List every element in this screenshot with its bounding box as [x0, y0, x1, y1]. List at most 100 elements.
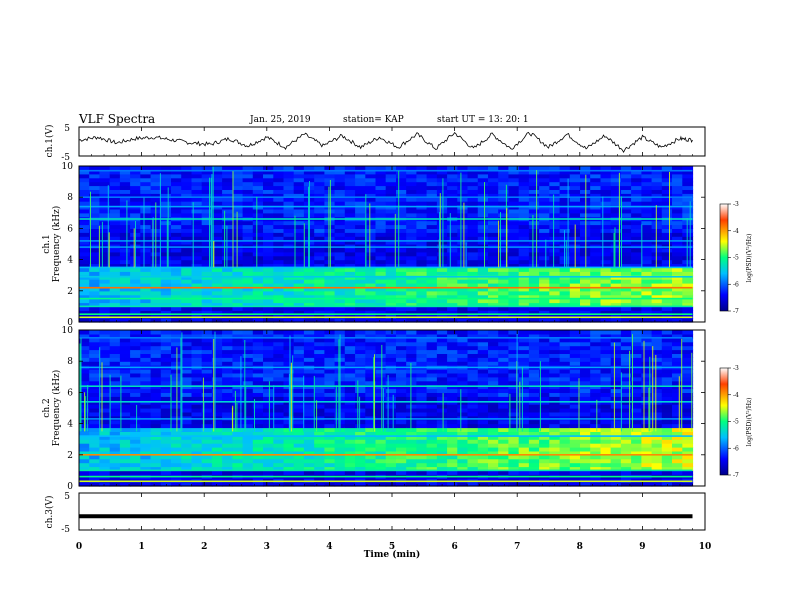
ch1-spectrogram-cell — [477, 185, 489, 190]
ch2-spectrogram-cell — [406, 330, 417, 335]
ch1-spectrogram-cell — [324, 244, 336, 249]
ch1-spectrogram-cell — [375, 255, 387, 261]
ch1-spectrogram-cell — [201, 251, 213, 257]
ch2-spectrogram-cell — [580, 443, 591, 448]
ch1-spectrogram-cell — [283, 228, 295, 233]
ch1-spectrogram-cell — [682, 201, 694, 206]
ch1-spectrogram-cell — [140, 279, 152, 284]
ch1-spectrogram-cell — [283, 286, 295, 292]
ch1-spectrogram-cell — [672, 177, 683, 183]
ch1-spectrogram-cell — [293, 310, 305, 315]
ch1-spectrogram-cell — [160, 314, 172, 319]
ch1-spectrogram-cell — [631, 294, 642, 300]
ch1-spectrogram-cell — [324, 197, 336, 202]
ch1-waveform-ylabel: ch.1(V) — [44, 125, 55, 158]
ch1-spectrogram-cell — [559, 302, 571, 307]
ch2-spectrogram-cell — [590, 447, 601, 452]
ch1-spectrogram-cell — [600, 290, 612, 296]
ch2-spectrogram-cell — [518, 353, 530, 358]
ch2-spectrogram-cell — [252, 337, 264, 343]
ch1-spectrogram-cell — [263, 267, 274, 272]
ch1-spectrogram-cell — [232, 236, 244, 241]
ch2-spectrogram-cell — [416, 427, 428, 432]
ch1-spectrogram-cell — [600, 224, 612, 229]
ch2-spectrogram-cell — [140, 380, 152, 386]
ch2-spectrogram-cell — [498, 353, 509, 358]
ch2-spectrogram-cell — [477, 415, 489, 421]
ch1-spectrogram-cell — [211, 306, 223, 311]
ch1-spectrogram-cell — [549, 267, 561, 272]
ch1-spectrogram-cell — [406, 314, 417, 319]
ch2-spectrogram-cell — [160, 341, 172, 347]
ch2-spectrogram-cell — [508, 482, 520, 487]
ch2-spectrogram-cell — [119, 411, 131, 417]
ch2-spectrogram-cell — [355, 333, 366, 339]
ch2-spectrogram-cell — [263, 345, 274, 351]
ch1-spectrogram-cell — [171, 208, 182, 214]
ch2-spectrogram-band — [79, 418, 693, 420]
ch2-spectrogram-cell — [508, 376, 520, 382]
ch1-spectrogram-cell — [518, 212, 530, 218]
ch1-spectrogram-cell — [334, 279, 346, 284]
ch2-spectrogram-cell — [508, 470, 520, 475]
ch1-spectrogram-cell — [549, 169, 561, 175]
ch1-spectrogram-streak — [463, 202, 465, 268]
ch2-spectrogram-cell — [283, 478, 295, 483]
ch1-spectrogram-cell — [99, 279, 111, 284]
ch2-spectrogram-cell — [232, 353, 244, 358]
ch1-spectrogram-cell — [385, 310, 397, 315]
ch2-spectrogram-cell — [150, 443, 162, 448]
ch1-spectrogram-cell — [355, 228, 366, 233]
ch2-spectrogram-streak — [359, 396, 361, 432]
ch2-spectrogram-cell — [447, 404, 458, 409]
ch2-spectrogram-cell — [447, 349, 458, 354]
ch1-spectrogram-cell — [488, 259, 499, 265]
ch2-spectrogram-cell — [303, 478, 315, 483]
ch2-spectrogram-cell — [242, 372, 254, 378]
ch2-spectrogram-cell — [396, 376, 407, 382]
ch2-spectrogram-cell — [79, 337, 90, 343]
ch2-spectrogram-cell — [549, 419, 561, 425]
ch2-spectrogram-cell — [273, 439, 285, 444]
ch2-spectrogram-cell — [610, 450, 622, 456]
ch1-spectrogram-cell — [477, 310, 489, 315]
ch2-spectrogram-cell — [263, 423, 274, 429]
ch1-spectrogram-cell — [324, 185, 336, 190]
ch1-spectrogram-cell — [477, 224, 489, 229]
ch2-spectrogram-cell — [569, 388, 581, 393]
ch2-spectrogram-cell — [344, 333, 356, 339]
ch2-spectrogram-cell — [590, 330, 601, 335]
ch1-spectrogram-cell — [682, 185, 694, 190]
ch2-spectrogram-cell — [641, 427, 653, 432]
ch1-spectrogram-cell — [661, 283, 673, 288]
ch2-spectrogram-cell — [641, 341, 653, 347]
ch1-spectrogram-cell — [426, 318, 438, 323]
ch1-spectrogram-cell — [191, 232, 203, 237]
ch2-spectrogram-cell — [150, 419, 162, 425]
ch1-spectrogram-cell — [498, 173, 509, 179]
ch1-spectrogram-cell — [590, 302, 601, 307]
ch1-spectrogram-cell — [130, 271, 141, 276]
ch1-spectrogram-cell — [375, 166, 387, 171]
ch2-spectrogram-cell — [559, 431, 571, 436]
ch2-spectrogram-cell — [263, 361, 274, 366]
ch2-spectrogram-cell — [580, 439, 591, 444]
ch1-spectrogram-cell — [672, 224, 683, 229]
ch2-spectrogram-cell — [130, 411, 141, 417]
ch2-spectrogram-cell — [631, 447, 642, 452]
ch1-spectrogram-cell — [631, 169, 642, 175]
ch1-spectrogram-cell — [508, 236, 520, 241]
ch2-spectrogram-cell — [293, 372, 305, 378]
ch2-spectrogram-cell — [344, 447, 356, 452]
ch2-spectrogram-cell — [375, 466, 387, 471]
ch2-spectrogram-cell — [99, 388, 111, 393]
ch1-spectrogram-cell — [488, 177, 499, 183]
ch1-spectrogram-cell — [457, 263, 469, 268]
ch1-spectrogram-cell — [222, 232, 233, 237]
ch2-spectrogram-cell — [631, 353, 642, 358]
ch2-spectrogram-cell — [191, 470, 203, 475]
ch1-spectrogram-cell — [160, 169, 172, 175]
ch1-spectrogram-cell — [211, 197, 223, 202]
ch2-spectrogram-cell — [181, 349, 192, 354]
ch1-spectrogram-cell — [426, 228, 438, 233]
